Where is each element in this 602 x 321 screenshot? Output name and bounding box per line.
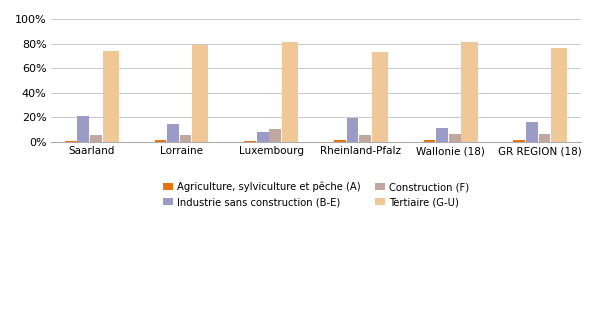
Bar	[180, 135, 191, 142]
Bar	[334, 140, 346, 142]
Bar	[371, 52, 388, 142]
Bar	[102, 51, 119, 142]
Bar	[526, 122, 538, 142]
Bar	[90, 135, 102, 142]
Bar	[155, 140, 166, 142]
Bar	[359, 135, 371, 142]
Bar	[270, 129, 281, 142]
Bar	[244, 141, 256, 142]
Bar	[424, 140, 435, 142]
Bar	[257, 132, 268, 142]
Bar	[539, 134, 550, 142]
Bar	[347, 118, 358, 142]
Bar	[449, 134, 461, 142]
Bar	[78, 116, 89, 142]
Bar	[551, 48, 567, 142]
Legend: Agriculture, sylviculture et pêche (A), Industrie sans construction (B-E), Const: Agriculture, sylviculture et pêche (A), …	[163, 182, 470, 207]
Bar	[436, 128, 448, 142]
Bar	[167, 124, 179, 142]
Bar	[192, 46, 208, 142]
Bar	[514, 140, 525, 142]
Bar	[282, 42, 298, 142]
Bar	[461, 42, 477, 142]
